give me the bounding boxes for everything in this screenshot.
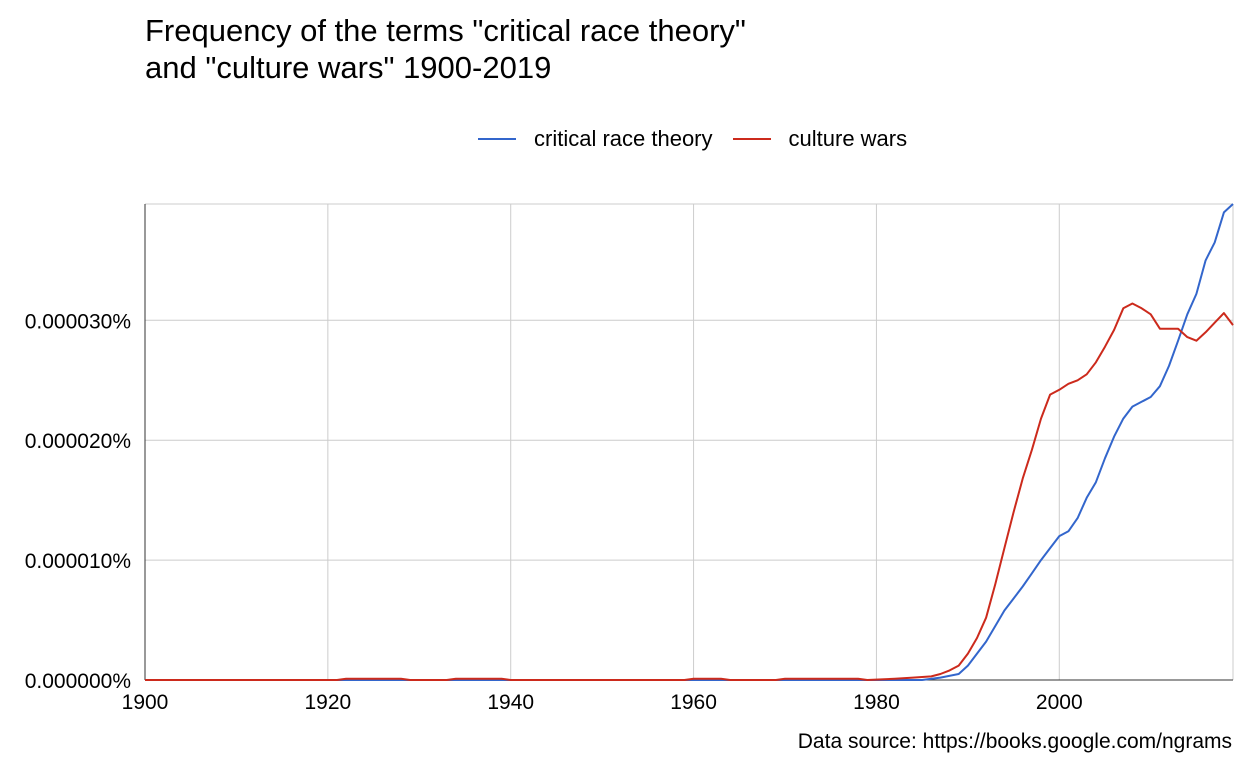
y-tick-label: 0.000010% xyxy=(25,550,131,573)
x-tick-label: 2000 xyxy=(1036,691,1083,714)
y-tick-label: 0.000000% xyxy=(25,670,131,693)
chart-title: Frequency of the terms "critical race th… xyxy=(145,13,746,85)
y-tick-label: 0.000030% xyxy=(25,310,131,333)
x-tick-label: 1920 xyxy=(304,691,351,714)
legend-label-critical-race-theory: critical race theory xyxy=(534,126,713,151)
x-tick-label: 1900 xyxy=(122,691,169,714)
y-tick-label: 0.000020% xyxy=(25,430,131,453)
legend-item-culture-wars: culture wars xyxy=(732,126,908,152)
data-source-note: Data source: https://books.google.com/ng… xyxy=(797,730,1232,753)
series-line-critical-race-theory xyxy=(145,203,1234,681)
x-tick-label: 1960 xyxy=(670,691,717,714)
x-tick-label: 1940 xyxy=(487,691,534,714)
legend-item-critical-race-theory: critical race theory xyxy=(478,126,713,152)
series-line-culture-wars xyxy=(145,302,1234,681)
chart-legend: critical race theory culture wars xyxy=(478,126,927,152)
x-tick-label: 1980 xyxy=(853,691,900,714)
legend-swatch-culture-wars xyxy=(732,138,771,140)
legend-label-culture-wars: culture wars xyxy=(788,126,908,151)
legend-swatch-critical-race-theory xyxy=(478,138,516,140)
